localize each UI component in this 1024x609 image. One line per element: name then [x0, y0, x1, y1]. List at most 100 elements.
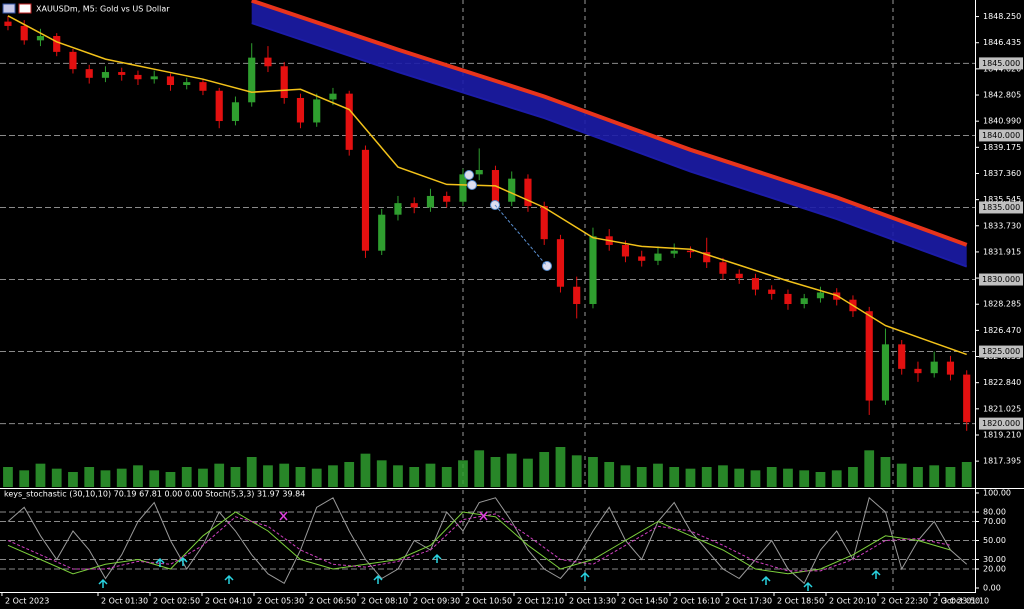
- y-tick-label: 1821.025: [983, 404, 1021, 413]
- volume-bar: [929, 465, 940, 487]
- y-tick-label: 1842.805: [983, 91, 1021, 100]
- candle-body: [231, 102, 240, 122]
- volume-bar: [490, 457, 501, 487]
- volume-bar: [279, 463, 290, 487]
- candle-body: [589, 236, 597, 305]
- indicator-tick-label: 30.00: [983, 555, 1006, 564]
- flag-icon: [2, 3, 16, 14]
- candle-body: [556, 239, 565, 287]
- x-tick-label: 2 Oct 10:50: [465, 597, 512, 606]
- candle-body: [101, 72, 110, 78]
- volume-bar: [506, 453, 517, 487]
- volume-bar: [149, 470, 160, 487]
- signal-arrow: [803, 581, 813, 591]
- x-tick-label: 2 Oct 2023: [5, 597, 49, 606]
- level-label: 1830.000: [982, 275, 1020, 284]
- candle-body: [378, 214, 386, 251]
- volume-bar: [165, 472, 176, 487]
- price-pane: [0, 0, 975, 487]
- level-box: [979, 273, 1023, 286]
- indicator-tick-label: 100.00: [983, 489, 1011, 498]
- level-label: 1840.000: [982, 131, 1020, 140]
- candle-body: [53, 36, 61, 52]
- y-tick-label: 1833.730: [983, 221, 1021, 230]
- volume-bar: [588, 457, 598, 487]
- volume-bar: [441, 467, 452, 487]
- overlay: XAUUSDm, M5: Gold vs US Dollar keys_stoc…: [2, 3, 881, 591]
- candle-body: [345, 93, 353, 150]
- trade-marker: [467, 180, 477, 190]
- candle-body: [443, 195, 451, 202]
- signal-arrow: [432, 553, 442, 563]
- indicator-line: [7, 511, 951, 575]
- x-tick-label: 2 Oct 22:30: [881, 597, 928, 606]
- level-box: [979, 345, 1023, 358]
- x-tick-label: 2 Oct 20:10: [829, 597, 876, 606]
- candle-body: [768, 289, 776, 294]
- candle-body: [329, 93, 337, 100]
- indicator-tick-label: 20.00: [983, 565, 1006, 574]
- band-lower: [251, 22, 968, 268]
- level-label: 1825.000: [982, 347, 1020, 356]
- signal-arrow: [155, 557, 165, 567]
- y-tick-label: 1822.840: [983, 378, 1021, 387]
- volume-bar: [35, 463, 46, 487]
- x-tick-label: 2 Oct 05:30: [257, 597, 304, 606]
- trade-markers: [464, 170, 552, 271]
- candle-body: [199, 82, 207, 91]
- candle-body: [914, 368, 922, 374]
- volume-bar: [474, 450, 485, 487]
- volume-bar: [555, 447, 566, 487]
- volume-bar: [945, 467, 956, 487]
- volume-bar: [831, 470, 842, 487]
- signal-arrow: [224, 574, 234, 584]
- indicator-tick-label: 0.00: [983, 584, 1001, 593]
- candle-body: [118, 72, 126, 75]
- x-tick-label: 2 Oct 02:50: [153, 597, 200, 606]
- volume-bar: [214, 463, 225, 487]
- volume-bar: [653, 463, 663, 487]
- y-tick-label: 1826.470: [983, 326, 1021, 335]
- x-tick-label: 2 Oct 13:30: [569, 597, 616, 606]
- candle-body: [816, 292, 825, 299]
- x-tick-label: 2 Oct 08:10: [361, 597, 408, 606]
- x-tick-label: 2 Oct 12:10: [517, 597, 564, 606]
- y-tick-label: 1819.210: [983, 430, 1021, 439]
- x-tick-label: 2 Oct 18:50: [777, 597, 824, 606]
- level-box: [979, 57, 1023, 70]
- candle-body: [573, 286, 581, 305]
- level-label: 1820.000: [982, 419, 1020, 428]
- volume-bar: [181, 467, 192, 487]
- volume-bar: [409, 467, 420, 487]
- candle-body: [426, 195, 435, 208]
- volume-bar: [68, 472, 78, 487]
- volume-bar: [360, 453, 371, 487]
- moving-average: [7, 15, 967, 356]
- volume-bar: [230, 467, 241, 487]
- signal-arrow: [580, 571, 590, 581]
- volume-bar: [539, 452, 550, 487]
- candle-body: [134, 74, 142, 80]
- volume-bar: [799, 470, 810, 487]
- candle-body: [264, 57, 272, 67]
- y-tick-label: 1828.285: [983, 300, 1021, 309]
- candle-body: [4, 21, 12, 26]
- candle-body: [719, 262, 727, 274]
- signal-arrow: [178, 556, 188, 566]
- indicator-line: [7, 496, 968, 585]
- y-tick-label: 1831.915: [983, 247, 1021, 256]
- candle-body: [686, 250, 695, 253]
- signal-arrows: [98, 553, 881, 591]
- signal-cross: [279, 511, 288, 521]
- volume-bar: [133, 465, 143, 487]
- volume-bar: [100, 470, 111, 487]
- volume-bar: [913, 467, 923, 487]
- candle-body: [20, 25, 28, 41]
- volume-bar: [750, 470, 761, 487]
- indicator-line: [7, 513, 951, 572]
- volume-bar: [734, 468, 745, 487]
- x-tick-label: 2 Oct 17:30: [725, 597, 772, 606]
- volume-bar: [246, 457, 257, 487]
